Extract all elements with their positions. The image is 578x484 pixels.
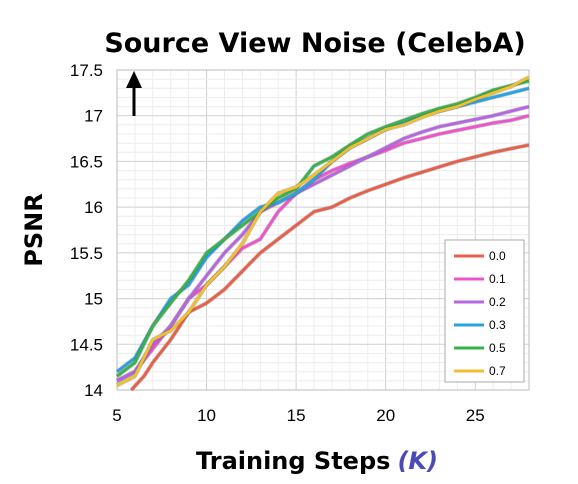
y-tick-label: 15 <box>84 290 103 309</box>
plot-border <box>116 69 530 391</box>
up-arrow-icon <box>126 71 142 116</box>
legend-label: 0.2 <box>489 295 506 309</box>
y-tick-label: 16.5 <box>70 152 103 171</box>
x-tick-label: 25 <box>466 406 485 425</box>
legend-label: 0.7 <box>489 364 506 378</box>
y-tick-label: 14.5 <box>70 335 103 354</box>
y-tick-label: 17 <box>84 107 103 126</box>
y-tick-label: 16 <box>84 198 103 217</box>
x-tick-label: 10 <box>197 406 216 425</box>
x-axis-label: Training Steps (K) <box>196 447 438 475</box>
chart-title: Source View Noise (CelebA) <box>104 28 525 59</box>
legend-box <box>444 239 525 383</box>
y-axis-label: PSNR <box>20 193 48 266</box>
y-tick-label: 15.5 <box>70 244 103 263</box>
x-axis-label-unit: (K) <box>397 447 438 475</box>
series-line-0.7 <box>116 76 530 387</box>
y-tick-label: 14 <box>84 381 103 400</box>
legend-label: 0.0 <box>489 249 506 263</box>
x-tick-label: 15 <box>287 406 306 425</box>
legend-label: 0.1 <box>489 272 506 286</box>
legend-label: 0.5 <box>489 341 506 355</box>
legend-label: 0.3 <box>489 318 506 332</box>
series-line-0.5 <box>116 79 530 378</box>
x-tick-labels: 5 10 15 20 25 <box>112 406 484 425</box>
legend: 0.0 0.1 0.2 0.3 0.5 0.7 <box>444 239 525 383</box>
x-tick-label: 20 <box>376 406 395 425</box>
y-tick-labels: 14 14.5 15 15.5 16 16.5 17 17.5 <box>70 61 103 400</box>
x-axis-label-text: Training Steps <box>196 447 390 475</box>
x-tick-label: 5 <box>112 406 121 425</box>
y-tick-label: 17.5 <box>70 61 103 80</box>
series-lines <box>115 75 530 392</box>
series-line-0.2 <box>116 105 530 383</box>
